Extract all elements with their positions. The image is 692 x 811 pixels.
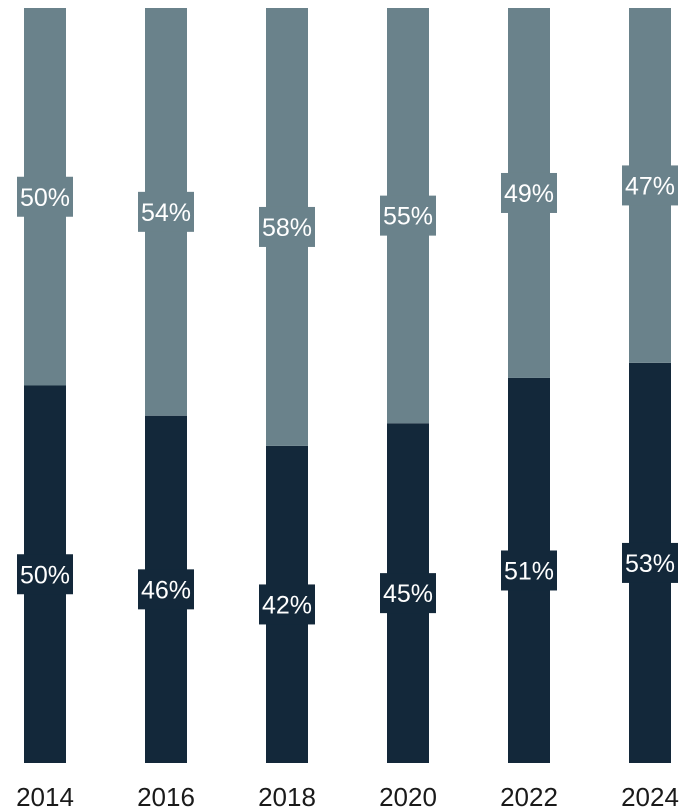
value-label: 51% xyxy=(504,557,554,585)
value-label: 50% xyxy=(20,561,70,589)
value-label: 50% xyxy=(20,184,70,212)
value-label-box xyxy=(380,573,436,614)
value-label-box xyxy=(622,542,678,583)
value-label-box xyxy=(501,172,557,213)
value-label-box xyxy=(501,550,557,591)
x-tick-label: 2020 xyxy=(379,782,437,811)
value-label-box xyxy=(259,206,315,247)
value-label: 46% xyxy=(141,576,191,604)
value-label: 47% xyxy=(625,172,675,200)
x-tick-label: 2018 xyxy=(258,782,316,811)
value-label-box xyxy=(380,195,436,236)
value-label: 49% xyxy=(504,180,554,208)
value-label: 55% xyxy=(383,203,433,231)
value-label-box xyxy=(138,191,194,232)
value-label-box xyxy=(17,176,73,217)
value-label-box xyxy=(622,165,678,206)
x-tick-label: 2024 xyxy=(621,782,679,811)
x-tick-label: 2016 xyxy=(137,782,195,811)
x-tick-label: 2014 xyxy=(16,782,74,811)
value-label: 53% xyxy=(625,550,675,578)
value-label: 54% xyxy=(141,199,191,227)
value-label-box xyxy=(259,584,315,625)
value-label: 45% xyxy=(383,580,433,608)
value-label-box xyxy=(138,569,194,610)
value-label: 58% xyxy=(262,214,312,242)
value-label: 42% xyxy=(262,591,312,619)
x-axis-ticks: 2014 2016 2018 2020 2022 2024 xyxy=(16,782,679,811)
bars-layer xyxy=(24,8,671,763)
x-tick-label: 2022 xyxy=(500,782,558,811)
value-labels-layer: 50% 50% 46% 54% 42% 58% 45% 55% 51% 49% 53% 47% xyxy=(17,165,678,625)
value-label-box xyxy=(17,554,73,595)
